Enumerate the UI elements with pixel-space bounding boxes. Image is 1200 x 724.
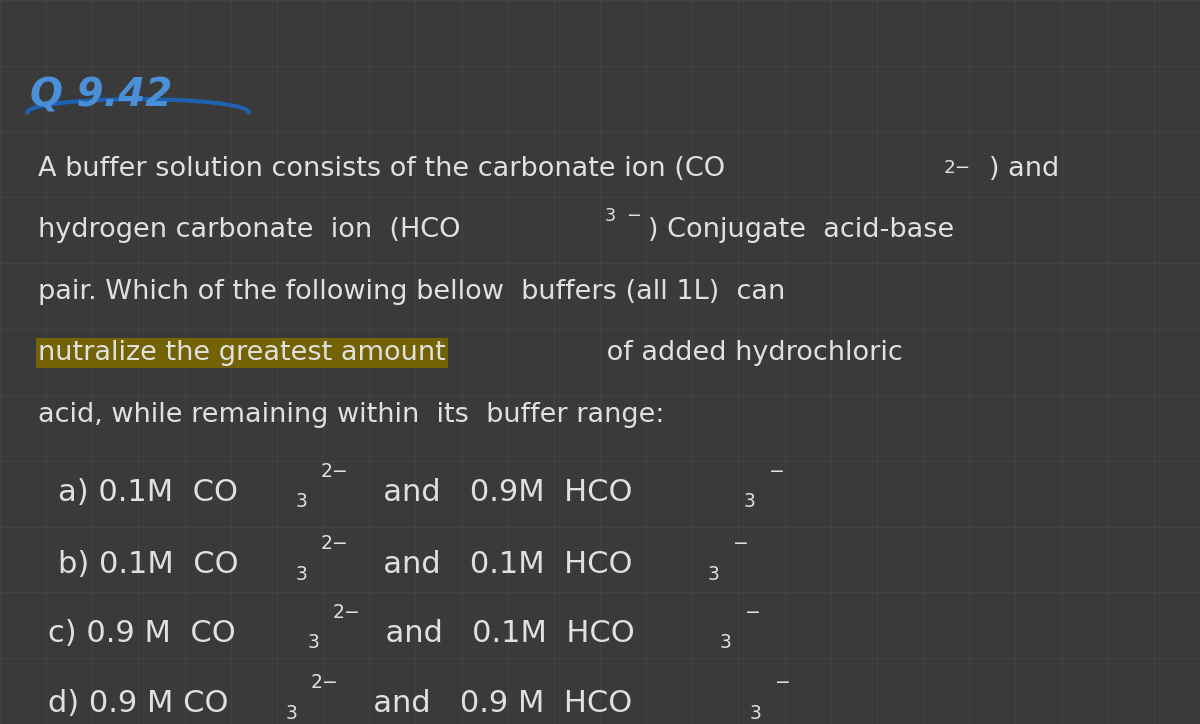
Text: Q 9.42: Q 9.42 — [30, 76, 173, 114]
Text: and   0.1M  HCO: and 0.1M HCO — [354, 550, 632, 579]
Text: acid, while remaining within  its  buffer range:: acid, while remaining within its buffer … — [38, 402, 665, 428]
Text: 2−: 2− — [311, 673, 338, 692]
Text: −: − — [733, 534, 749, 553]
Text: 2−: 2− — [320, 462, 348, 481]
Text: 2−: 2− — [320, 534, 348, 553]
Text: hydrogen carbonate  ion  (HCO: hydrogen carbonate ion (HCO — [38, 217, 461, 243]
Text: −: − — [745, 603, 761, 622]
Text: −: − — [769, 462, 785, 481]
Text: d) 0.9 M CO: d) 0.9 M CO — [48, 689, 228, 718]
Text: a) 0.1M  CO: a) 0.1M CO — [58, 478, 238, 507]
Text: c) 0.9 M  CO: c) 0.9 M CO — [48, 619, 235, 648]
Text: and   0.9 M  HCO: and 0.9 M HCO — [344, 689, 632, 718]
Text: A buffer solution consists of the carbonate ion (CO: A buffer solution consists of the carbon… — [38, 156, 726, 182]
Text: of added hydrochloric: of added hydrochloric — [598, 340, 902, 366]
Text: pair. Which of the following bellow  buffers (all 1L)  can: pair. Which of the following bellow buff… — [38, 279, 786, 305]
Text: ) Conjugate  acid-base: ) Conjugate acid-base — [648, 217, 954, 243]
Text: 3: 3 — [605, 207, 616, 225]
Text: and   0.1M  HCO: and 0.1M HCO — [366, 619, 635, 648]
Text: nutralize the greatest amount: nutralize the greatest amount — [38, 340, 446, 366]
Text: and   0.9M  HCO: and 0.9M HCO — [354, 478, 632, 507]
Text: 3: 3 — [286, 704, 298, 723]
Text: 2−: 2− — [943, 159, 971, 177]
Text: 3: 3 — [295, 492, 307, 511]
Text: 2−: 2− — [332, 603, 360, 622]
Text: 3: 3 — [744, 492, 756, 511]
Text: −: − — [775, 673, 791, 692]
Text: 3: 3 — [307, 634, 319, 652]
Text: b) 0.1M  CO: b) 0.1M CO — [58, 550, 239, 579]
Text: ) and: ) and — [989, 156, 1060, 182]
Text: 3: 3 — [750, 704, 762, 723]
Text: −: − — [626, 207, 641, 225]
Text: 3: 3 — [708, 565, 720, 584]
Text: 3: 3 — [295, 565, 307, 584]
Text: 3: 3 — [720, 634, 732, 652]
